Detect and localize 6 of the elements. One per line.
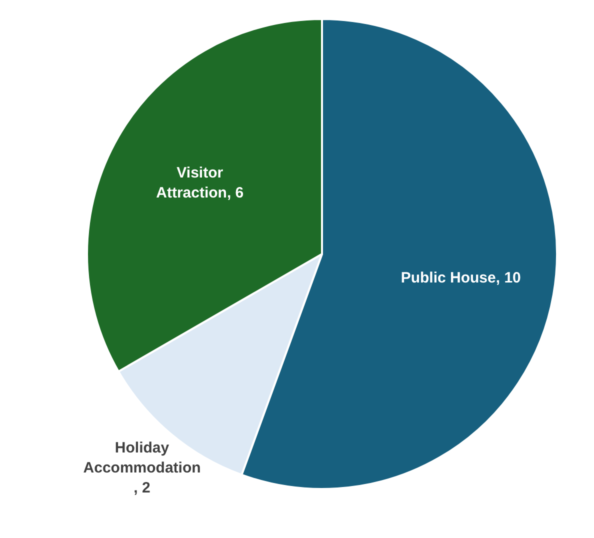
data-label: , 2: [134, 480, 150, 497]
data-label: , 6: [226, 184, 244, 202]
slice-label: Holiday Accommodation: [83, 440, 201, 477]
slice-label: Visitor Attraction: [156, 164, 227, 202]
slice-label: Public House: [400, 270, 496, 287]
data-label: , 10: [496, 270, 521, 287]
